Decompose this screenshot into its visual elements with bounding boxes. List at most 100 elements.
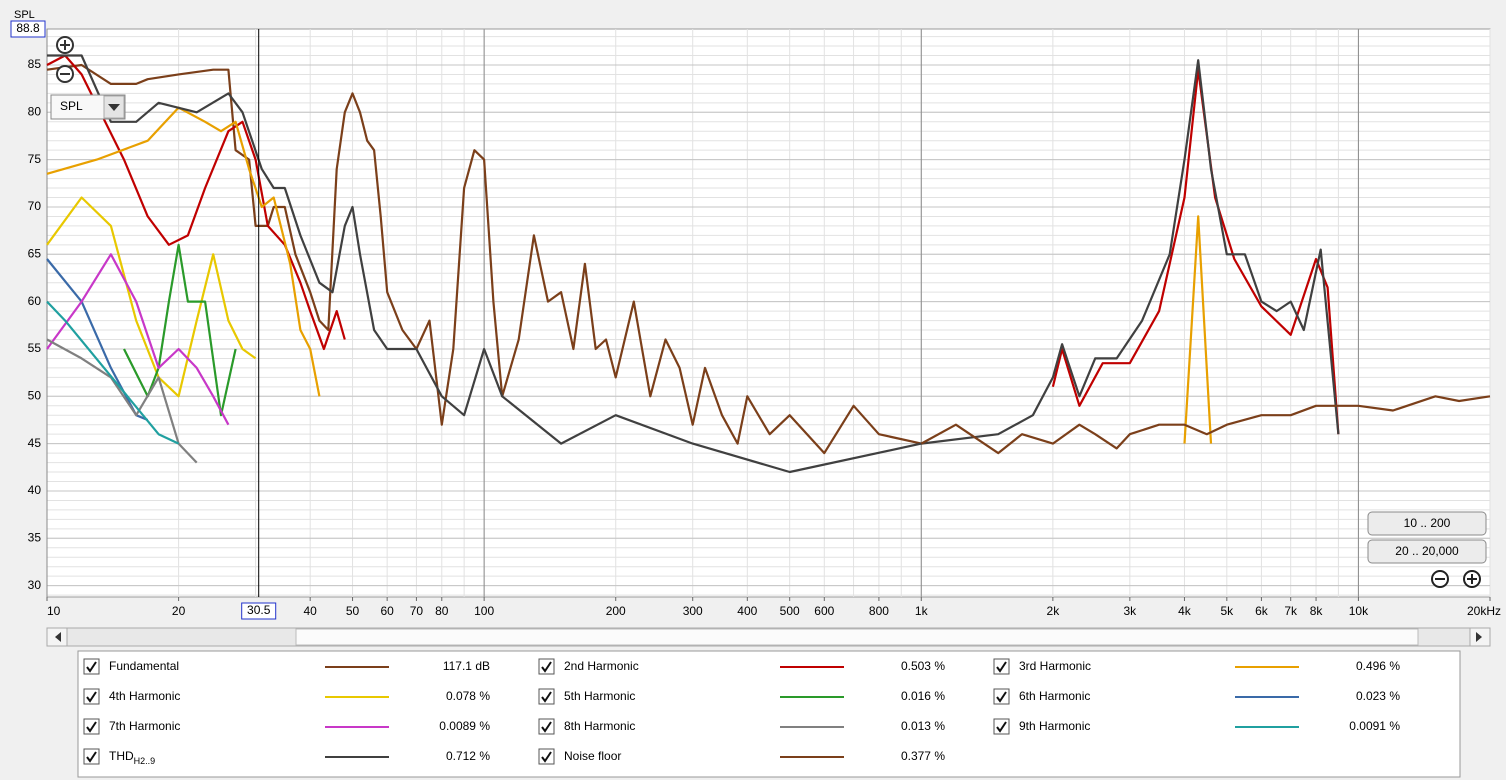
zoom-out-y[interactable] [56, 65, 74, 83]
axes: 30 35 40 45 50 55 60 65 70 75 80 85 10 20 40 50 60 70 80 10… [10, 20, 1501, 620]
curve [920, 395, 1491, 455]
legend-name: 9th Harmonic [1019, 719, 1090, 733]
legend-value: 0.0091 % [1349, 719, 1400, 733]
legend-name: 6th Harmonic [1019, 689, 1090, 703]
legend-check [541, 661, 552, 673]
grid [46, 29, 1491, 597]
legend-check [996, 721, 1007, 733]
x-tick-label: 10 [47, 604, 61, 618]
y-tick-label: 45 [28, 436, 42, 450]
legend-value: 0.496 % [1356, 659, 1400, 673]
x-tick-label: 7k [1284, 604, 1298, 618]
x-tick-label: 40 [304, 604, 318, 618]
curve [46, 196, 257, 398]
legend-check [996, 661, 1007, 673]
legend-name-text: 2nd Harmonic [564, 659, 639, 673]
legend-check [86, 751, 97, 763]
legend-name-text: 7th Harmonic [109, 719, 180, 733]
y-axis-label: SPL [14, 9, 35, 21]
legend-name-text: Noise floor [564, 749, 621, 763]
y-tick-label: 50 [28, 388, 42, 402]
x-tick-label: 800 [869, 604, 889, 618]
y-tick-label: 65 [28, 246, 42, 260]
scroll-thumb[interactable] [295, 628, 1419, 646]
legend-checkbox[interactable] [993, 718, 1010, 735]
range-button[interactable] [1367, 511, 1487, 536]
cursor-y-label: 88.8 [16, 21, 40, 35]
legend-check [86, 721, 97, 733]
legend-name: 8th Harmonic [564, 719, 635, 733]
legend-name-text: 4th Harmonic [109, 689, 180, 703]
x-tick-label: 500 [780, 604, 800, 618]
legend-checkbox[interactable] [538, 718, 555, 735]
legend-name: 5th Harmonic [564, 689, 635, 703]
legend-checkbox[interactable] [993, 658, 1010, 675]
zoom-in-x[interactable] [1463, 570, 1481, 588]
legend-name-text: Fundamental [109, 659, 179, 673]
legend-checkbox[interactable] [83, 718, 100, 735]
legend-value: 0.078 % [446, 689, 490, 703]
x-tick-label: 4k [1178, 604, 1192, 618]
x-tick-label: 200 [606, 604, 626, 618]
x-tick-label: 600 [814, 604, 834, 618]
range-button[interactable] [1367, 539, 1487, 564]
legend-name: Fundamental [109, 659, 179, 673]
x-tick-label: 300 [683, 604, 703, 618]
legend-name-text: 8th Harmonic [564, 719, 635, 733]
legend-name: 2nd Harmonic [564, 659, 639, 673]
legend-name: Noise floor [564, 749, 621, 763]
curves [46, 54, 1491, 474]
legend-value: 117.1 dB [443, 659, 490, 673]
legend-value: 0.503 % [901, 659, 945, 673]
curve [46, 300, 180, 445]
legend-check [996, 691, 1007, 703]
legend-name-sub: H2..9 [134, 756, 156, 766]
legend-name-text: 3rd Harmonic [1019, 659, 1091, 673]
cursor-x-box [241, 602, 277, 620]
legend-checkbox[interactable] [993, 688, 1010, 705]
legend-name-text: 6th Harmonic [1019, 689, 1090, 703]
x-tick-label: 20 [172, 604, 186, 618]
curve [47, 54, 1340, 474]
x-tick-label: 10k [1349, 604, 1369, 618]
x-tick-label: 100 [474, 604, 494, 618]
cursor-y-box [10, 20, 46, 38]
zoom-out-x[interactable] [1431, 570, 1449, 588]
legend-checkbox[interactable] [538, 658, 555, 675]
x-tick-label: 60 [380, 604, 394, 618]
zoom-in-y[interactable] [56, 36, 74, 54]
legend-check [541, 691, 552, 703]
legend-checkbox[interactable] [83, 748, 100, 765]
range-button-label: 10 .. 200 [1404, 516, 1451, 530]
scrollbar[interactable] [46, 627, 1491, 647]
range-button-label: 20 .. 20,000 [1395, 544, 1459, 558]
legend-value: 0.013 % [901, 719, 945, 733]
curve [46, 253, 230, 426]
curve [46, 258, 149, 422]
legend-name: 7th Harmonic [109, 719, 180, 733]
legend-name: THDH2..9 [109, 749, 155, 766]
x-tick-label: 20kHz [1467, 604, 1501, 618]
view-selector[interactable]: SPL [50, 94, 126, 120]
x-tick-label: 80 [435, 604, 449, 618]
y-tick-label: 40 [28, 483, 42, 497]
x-tick-label: 8k [1310, 604, 1324, 618]
legend-value: 0.023 % [1356, 689, 1400, 703]
legend-checkbox[interactable] [83, 658, 100, 675]
legend-check [86, 691, 97, 703]
x-tick-label: 400 [737, 604, 757, 618]
legend-name: 3rd Harmonic [1019, 659, 1091, 673]
curve [123, 243, 237, 417]
legend-value: 0.0089 % [439, 719, 490, 733]
x-tick-label: 6k [1255, 604, 1269, 618]
legend-checkbox[interactable] [538, 688, 555, 705]
legend-checkbox[interactable] [83, 688, 100, 705]
curve [46, 54, 1340, 435]
legend-check [541, 721, 552, 733]
legend-checkbox[interactable] [538, 748, 555, 765]
legend-name-text: THD [109, 749, 134, 763]
x-tick-label: 5k [1220, 604, 1234, 618]
x-tick-label: 2k [1047, 604, 1061, 618]
legend-name-text: 9th Harmonic [1019, 719, 1090, 733]
legend-name: 4th Harmonic [109, 689, 180, 703]
